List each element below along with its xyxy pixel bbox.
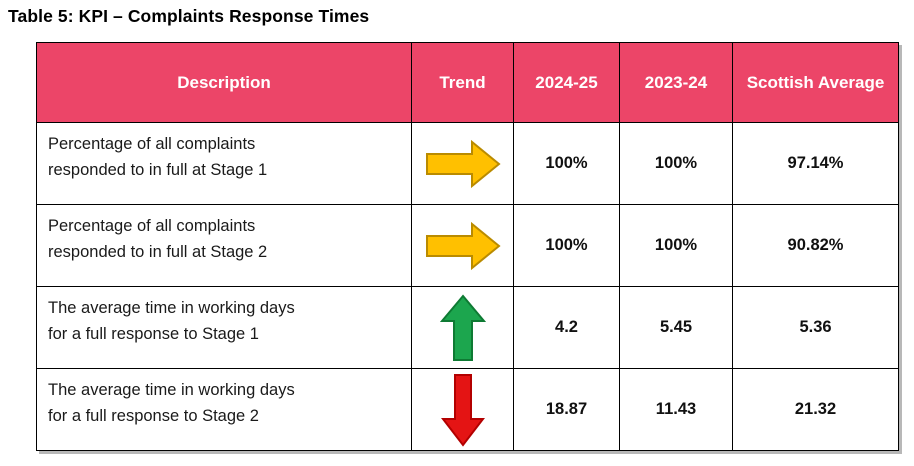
kpi-complaints-table: Description Trend 2024-25 2023-24 Scotti… [36,42,899,451]
value-scottish-average: 90.82% [732,204,899,287]
table-row: The average time in working days for a f… [36,368,899,451]
value-scottish-average: 97.14% [732,122,899,205]
value-2024-25: 18.87 [513,368,620,451]
value-2024-25: 100% [513,122,620,205]
right-arrow-icon [425,221,501,270]
value-2023-24: 100% [619,204,733,287]
column-header-scottish-average: Scottish Average [732,42,899,123]
trend-cell [411,286,514,369]
down-arrow-icon [440,373,485,447]
trend-cell [411,368,514,451]
table-row: The average time in working days for a f… [36,286,899,369]
table-row: Percentage of all complaints responded t… [36,122,899,205]
value-2023-24: 5.45 [619,286,733,369]
row-description: The average time in working days for a f… [36,286,412,369]
trend-cell [411,204,514,287]
header-row: Description Trend 2024-25 2023-24 Scotti… [36,42,899,123]
right-arrow-icon [425,139,501,188]
value-2023-24: 100% [619,122,733,205]
column-header-2024-25: 2024-25 [513,42,620,123]
value-2023-24: 11.43 [619,368,733,451]
table-row: Percentage of all complaints responded t… [36,204,899,287]
row-description: Percentage of all complaints responded t… [36,122,412,205]
value-scottish-average: 21.32 [732,368,899,451]
up-arrow-icon [439,293,486,361]
value-2024-25: 100% [513,204,620,287]
table-title: Table 5: KPI – Complaints Response Times [8,6,370,26]
value-scottish-average: 5.36 [732,286,899,369]
column-header-2023-24: 2023-24 [619,42,733,123]
trend-cell [411,122,514,205]
column-header-description: Description [36,42,412,123]
row-description: The average time in working days for a f… [36,368,412,451]
column-header-trend: Trend [411,42,514,123]
row-description: Percentage of all complaints responded t… [36,204,412,287]
value-2024-25: 4.2 [513,286,620,369]
